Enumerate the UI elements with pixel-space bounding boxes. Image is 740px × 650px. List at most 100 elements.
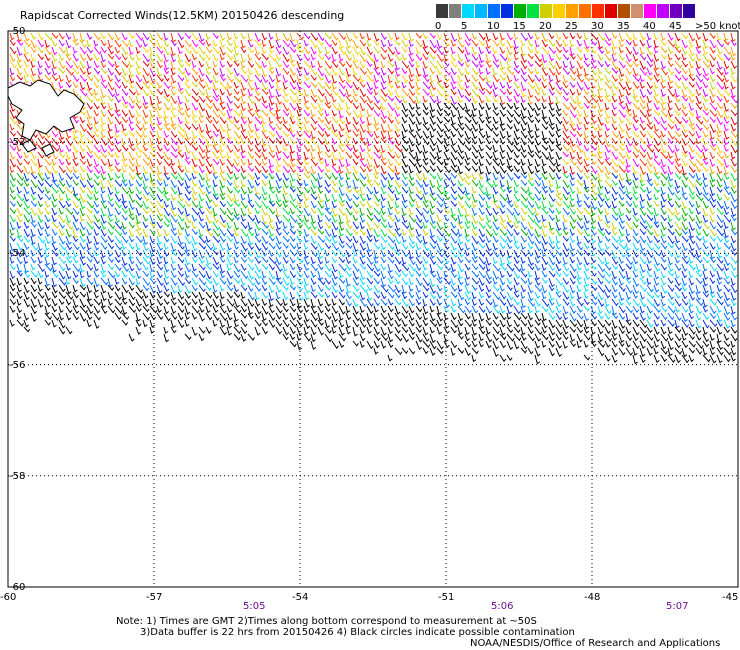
wind-barb: [219, 67, 226, 77]
wind-barb: [254, 137, 261, 146]
wind-barb: [443, 46, 449, 54]
wind-barb: [100, 298, 106, 309]
wind-barb: [128, 123, 135, 131]
wind-barb: [695, 88, 702, 97]
wind-barb: [674, 270, 680, 279]
wind-barb: [604, 263, 612, 271]
wind-barb: [107, 109, 114, 118]
wind-barb: [569, 172, 575, 181]
wind-barb: [660, 214, 667, 222]
wind-barb: [72, 214, 79, 223]
wind-barb: [177, 32, 184, 41]
wind-barb: [681, 74, 689, 82]
wind-barb: [142, 284, 150, 292]
wind-barb: [30, 39, 37, 49]
wind-barb: [310, 249, 318, 258]
wind-barb: [695, 305, 703, 315]
wind-barb: [464, 340, 472, 348]
wind-barb: [247, 123, 255, 133]
wind-barb: [527, 221, 534, 230]
wind-barb: [618, 277, 624, 286]
wind-barb: [9, 53, 16, 63]
wind-barb: [86, 32, 93, 40]
wind-barb: [527, 179, 535, 187]
wind-barb: [443, 151, 451, 161]
wind-barb: [289, 326, 296, 335]
wind-barb: [289, 137, 297, 145]
wind-barb: [58, 291, 67, 300]
wind-barb: [723, 116, 730, 125]
wind-barb: [527, 102, 536, 112]
wind-barb: [198, 67, 205, 77]
colorbar-segment: [449, 4, 461, 18]
wind-barb: [611, 172, 619, 179]
wind-barb: [667, 186, 675, 196]
wind-barb: [450, 319, 459, 329]
wind-barb: [149, 256, 156, 265]
wind-barb: [23, 228, 30, 238]
wind-barb: [688, 95, 695, 104]
wind-barb: [16, 277, 22, 286]
wind-barb: [331, 291, 338, 299]
wind-barb: [394, 228, 402, 237]
wind-barb: [30, 263, 36, 271]
wind-barb: [366, 172, 373, 183]
wind-barb: [695, 158, 704, 167]
wind-barb: [660, 242, 668, 250]
wind-barb: [275, 123, 283, 131]
wind-barb: [240, 172, 247, 180]
wind-barb: [730, 81, 736, 90]
wind-barb: [58, 277, 67, 286]
wind-barb: [387, 256, 395, 264]
wind-barb: [23, 39, 32, 48]
wind-barb: [499, 235, 508, 244]
wind-barb: [632, 39, 638, 47]
wind-barb: [695, 74, 704, 83]
wind-barb: [583, 221, 590, 231]
wind-barb: [695, 109, 701, 119]
wind-barb: [653, 298, 661, 307]
wind-barb: [485, 298, 493, 306]
wind-barb: [198, 221, 206, 229]
wind-barb: [639, 235, 647, 244]
wind-barb: [254, 305, 262, 315]
wind-barb: [156, 144, 163, 152]
wind-barb: [415, 116, 422, 126]
wind-barb: [723, 319, 731, 329]
wind-barb: [443, 116, 451, 123]
wind-barb: [198, 270, 206, 279]
wind-barb: [268, 123, 276, 131]
wind-barb: [499, 340, 507, 349]
wind-barb: [660, 130, 666, 138]
wind-barb: [100, 137, 108, 146]
wind-barb: [415, 102, 421, 110]
wind-barb: [366, 165, 373, 173]
wind-barb: [93, 39, 99, 47]
wind-barb: [688, 340, 696, 348]
wind-barb: [422, 291, 429, 299]
wind-barb: [443, 130, 451, 140]
wind-barb: [380, 81, 387, 91]
wind-barb: [191, 81, 199, 88]
wind-barb: [212, 130, 219, 138]
wind-barb: [492, 319, 500, 328]
wind-barb: [9, 319, 15, 327]
wind-barb: [345, 277, 351, 287]
wind-barb: [352, 298, 359, 308]
wind-barb: [296, 235, 303, 244]
wind-barb: [527, 319, 534, 328]
wind-barb: [233, 228, 240, 237]
wind-barb: [471, 95, 478, 104]
wind-barb: [653, 186, 661, 194]
wind-barb: [569, 333, 575, 342]
wind-barb: [198, 158, 205, 167]
wind-barb: [380, 221, 388, 229]
wind-barb: [709, 60, 715, 68]
wind-barb: [380, 67, 387, 76]
wind-barb: [478, 333, 484, 342]
wind-barb: [513, 284, 519, 294]
wind-barb: [604, 186, 611, 195]
wind-barb: [212, 172, 219, 180]
wind-barb: [723, 151, 730, 159]
wind-barb: [219, 53, 225, 61]
